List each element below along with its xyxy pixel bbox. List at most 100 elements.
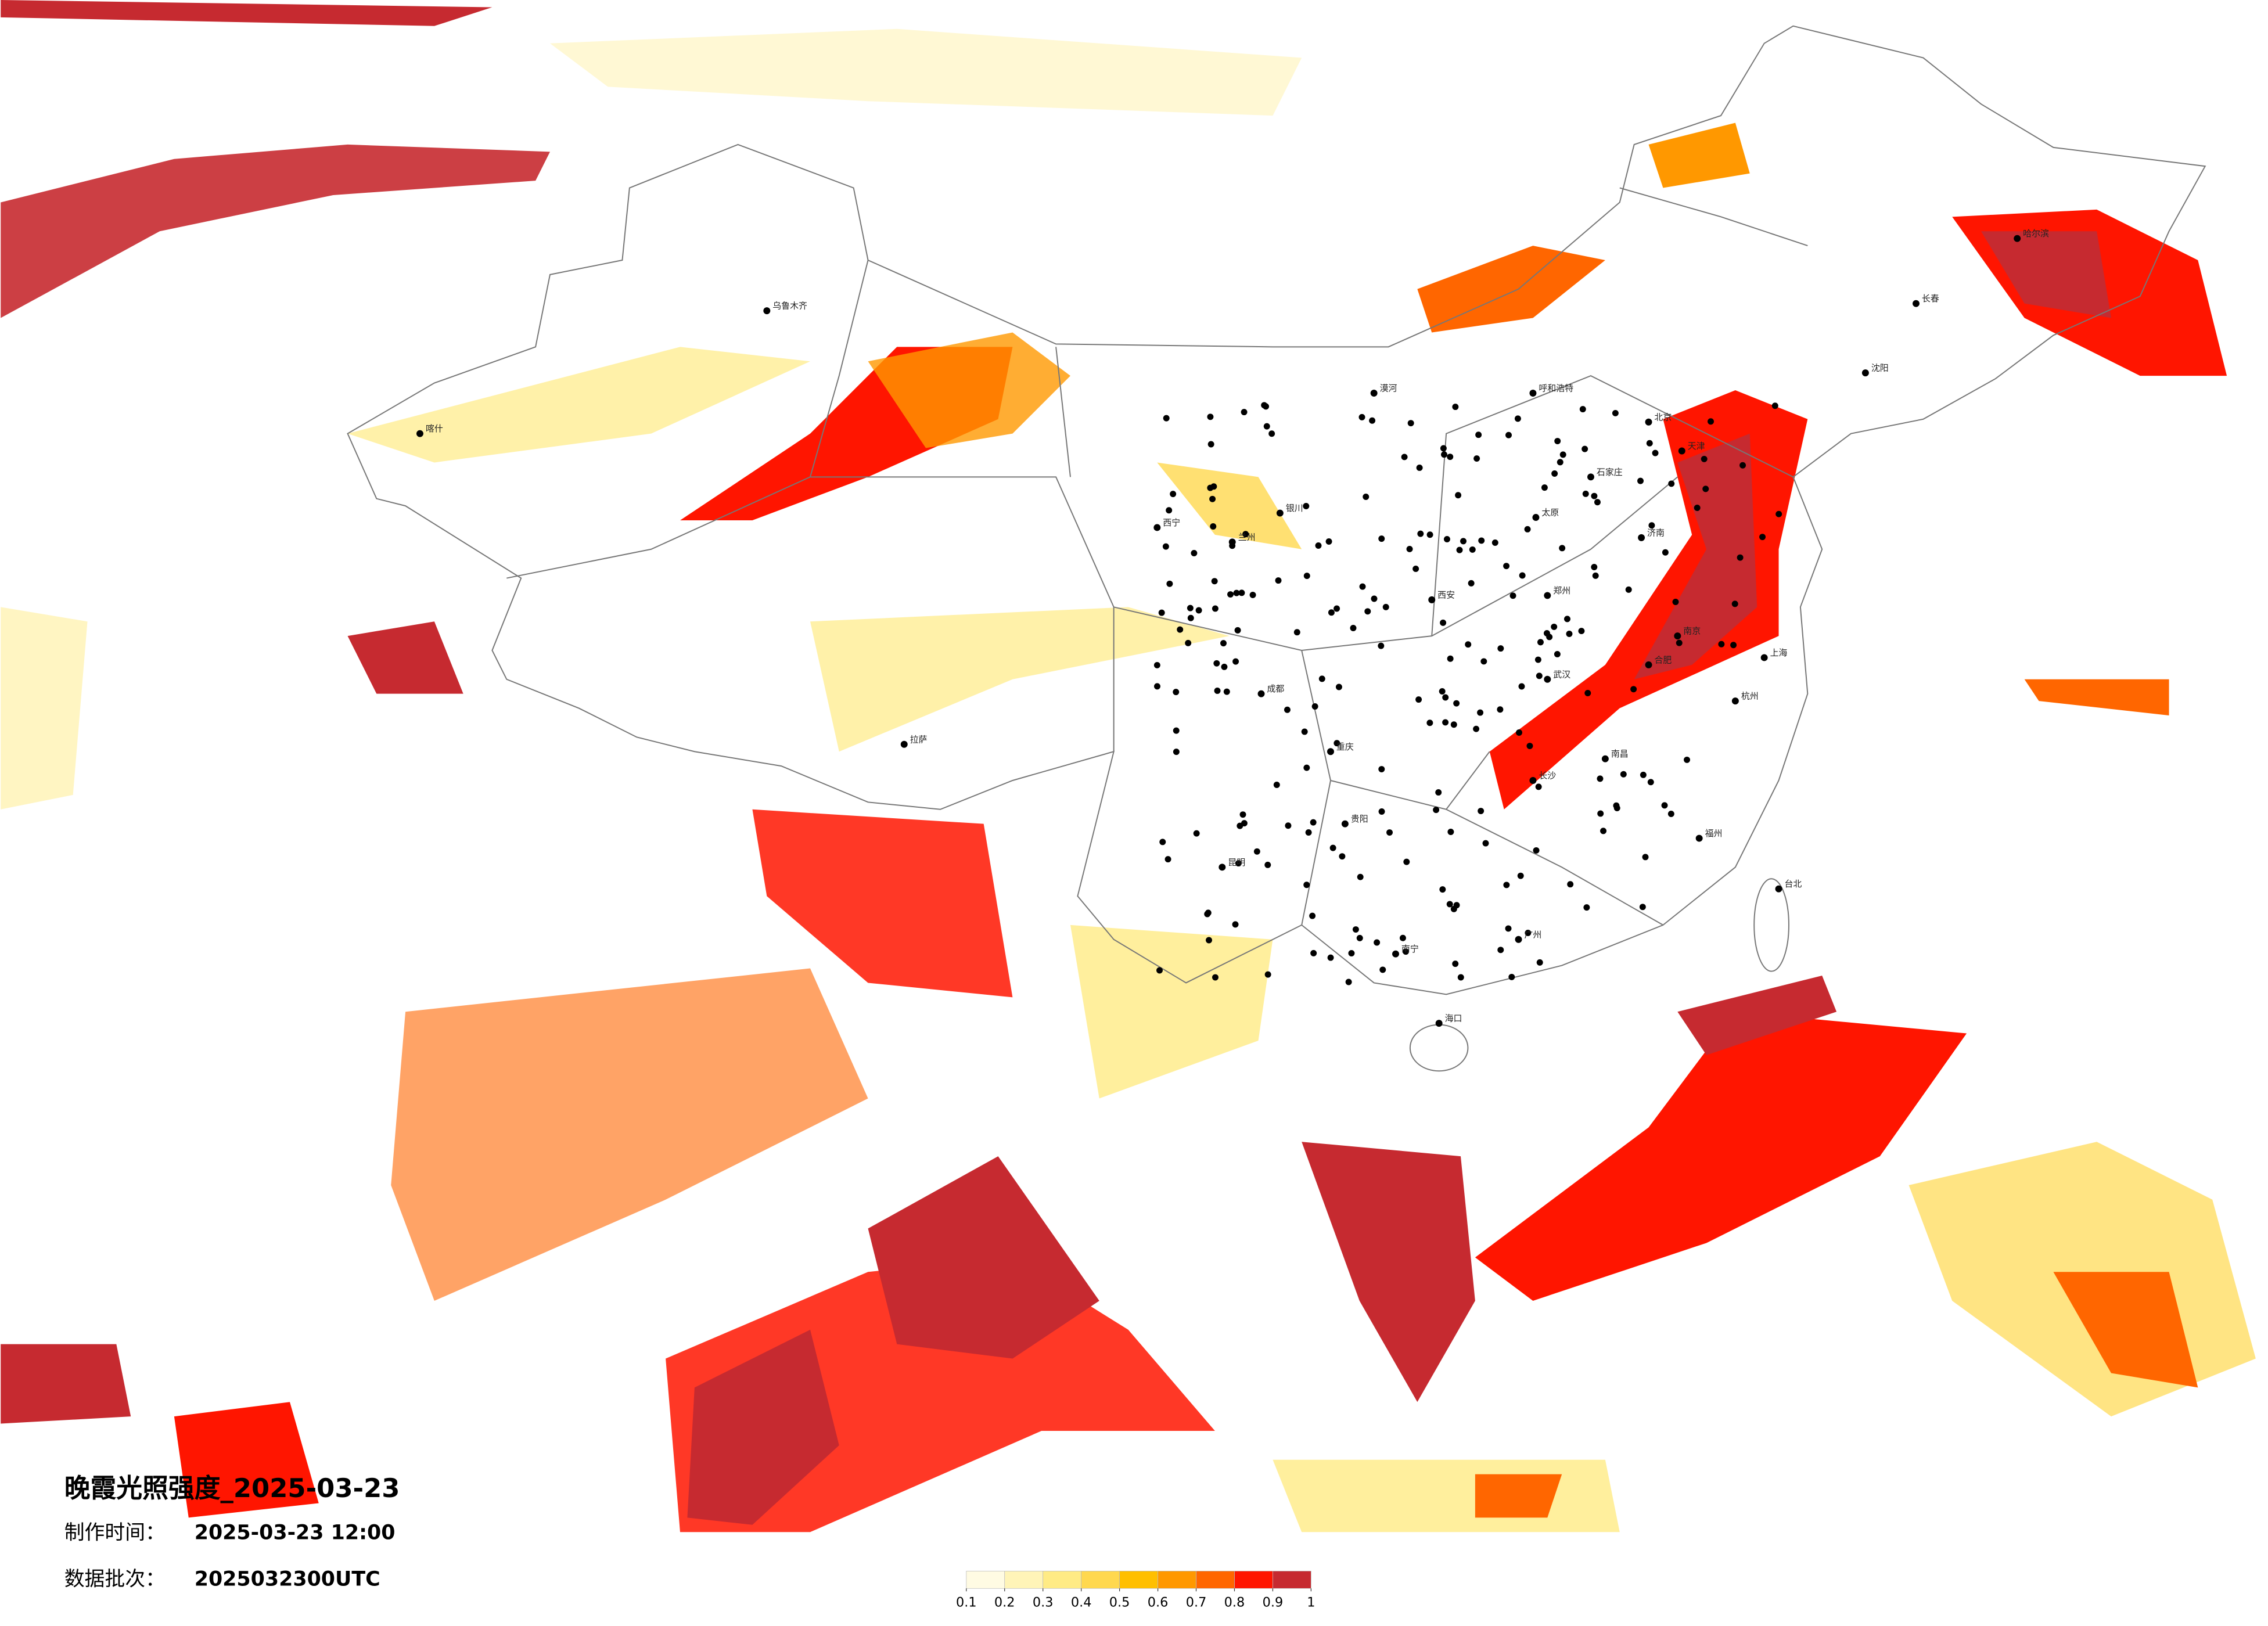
made-time: 2025-03-23 12:00 <box>195 1521 396 1545</box>
city-dot <box>1508 973 1515 980</box>
legend-tick-label: 0.7 <box>1186 1595 1207 1610</box>
city-dot <box>1241 820 1248 827</box>
city-dot <box>1212 974 1219 981</box>
city-dot <box>1439 688 1446 695</box>
city-dot <box>763 307 771 315</box>
city-dot <box>1584 690 1591 696</box>
city-dot <box>1435 789 1442 796</box>
city-dot <box>1253 848 1260 855</box>
city-dot <box>1630 686 1637 693</box>
city-dot <box>1544 675 1551 683</box>
legend-tick-label: 0.2 <box>994 1595 1015 1610</box>
city-dot <box>1378 808 1385 815</box>
city-dot <box>1441 451 1447 458</box>
city-dot <box>1473 455 1480 462</box>
city-dot <box>1374 939 1381 946</box>
city-dot <box>1594 499 1601 506</box>
legend-tick-label: 0.3 <box>1033 1595 1054 1610</box>
city-dot <box>1559 451 1566 458</box>
city-dot <box>1334 740 1340 747</box>
city-dot <box>1371 595 1378 602</box>
city-dot <box>1861 369 1869 377</box>
city-dot <box>1597 775 1604 782</box>
city-label: 台北 <box>1785 879 1802 889</box>
city-dot <box>1263 403 1270 410</box>
map-title: 晚霞光照强度_2025-03-23 <box>64 1473 400 1503</box>
city-dot <box>1350 624 1357 631</box>
city-dot <box>1759 534 1766 541</box>
city-dot <box>1503 882 1510 888</box>
city-dot <box>1532 514 1540 521</box>
city-dot <box>1456 546 1463 553</box>
city-dot <box>1352 926 1359 933</box>
city-label: 合肥 <box>1655 654 1672 665</box>
city-dot <box>1708 418 1714 425</box>
city-dot <box>1328 609 1335 616</box>
city-dot <box>1477 709 1484 716</box>
city-dot <box>1212 605 1219 612</box>
city-dot <box>1334 605 1340 612</box>
city-dot <box>1239 811 1246 818</box>
city-dot <box>1442 719 1449 726</box>
city-dot <box>1318 675 1325 682</box>
city-dot <box>1583 904 1590 911</box>
city-dot <box>1233 589 1240 596</box>
city-dot <box>1730 642 1737 649</box>
city-dot <box>1241 409 1248 416</box>
city-label: 上海 <box>1770 647 1788 658</box>
city-dot <box>1645 418 1652 426</box>
city-label: 银川 <box>1286 503 1303 513</box>
city-dot <box>1480 658 1487 665</box>
city-dot <box>1329 844 1336 851</box>
city-dot <box>1591 563 1598 570</box>
city-dot <box>1536 959 1543 966</box>
city-dot <box>1399 934 1406 941</box>
city-dot <box>1211 578 1218 585</box>
city-dot <box>1358 413 1365 420</box>
city-dot <box>1557 459 1563 466</box>
city-dot <box>1232 658 1239 665</box>
city-dot <box>1173 727 1180 734</box>
city-dot <box>1264 971 1271 978</box>
city-dot <box>1524 526 1531 533</box>
city-dot <box>1652 449 1659 456</box>
city-dot <box>1242 531 1249 538</box>
city-dot <box>1695 834 1703 842</box>
city-dot <box>1415 696 1422 703</box>
city-dot <box>1359 583 1366 590</box>
city-dot <box>1264 861 1271 868</box>
city-label: 长沙 <box>1539 771 1556 781</box>
city-dot <box>1263 423 1270 430</box>
city-dot <box>1559 545 1566 552</box>
city-dot <box>1478 808 1485 815</box>
city-dot <box>1273 782 1280 789</box>
city-dot <box>1173 689 1180 696</box>
city-dot <box>1567 881 1574 888</box>
city-dot <box>2014 235 2021 242</box>
city-dot <box>1544 592 1551 599</box>
city-dot <box>1543 630 1550 637</box>
city-dot <box>1541 484 1548 491</box>
made-label: 制作时间： <box>64 1521 166 1545</box>
city-dot <box>1447 454 1454 461</box>
city-dot <box>1676 639 1683 646</box>
city-dot <box>1315 542 1322 549</box>
city-label: 杭州 <box>1741 691 1759 702</box>
city-dot <box>1327 748 1334 756</box>
city-dot <box>1206 937 1212 944</box>
city-label: 贵阳 <box>1351 814 1368 824</box>
city-dot <box>1566 631 1573 637</box>
legend-tick-label: 0.4 <box>1071 1595 1092 1610</box>
city-dot <box>1582 490 1589 497</box>
legend-swatch <box>1234 1571 1273 1589</box>
city-dot <box>1187 605 1194 611</box>
city-label: 南宁 <box>1401 944 1419 954</box>
legend-swatch <box>1273 1571 1311 1589</box>
city-dot <box>1382 603 1389 610</box>
city-dot <box>1497 706 1504 713</box>
city-dot <box>1468 580 1475 587</box>
city-dot <box>1426 720 1433 726</box>
city-dot <box>1356 934 1363 941</box>
city-dot <box>1257 690 1265 697</box>
city-dot <box>1310 949 1317 956</box>
